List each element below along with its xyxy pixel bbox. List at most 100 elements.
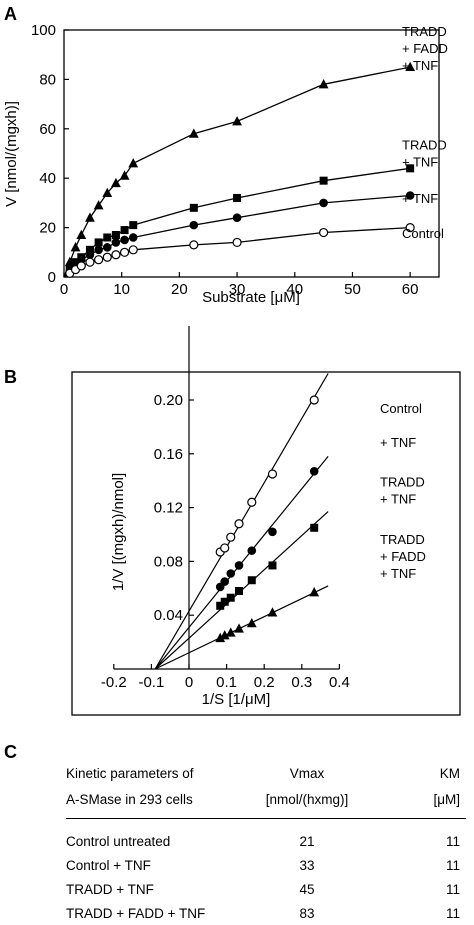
y-tick-label: 20 — [39, 220, 56, 237]
panel-b-letter: B — [4, 367, 17, 387]
data-point — [234, 623, 244, 633]
data-point — [128, 245, 138, 255]
series-label: TRADD — [380, 475, 425, 490]
data-point — [76, 229, 87, 240]
series-label: + TNF — [402, 191, 438, 206]
data-point — [85, 245, 94, 254]
data-point — [216, 601, 225, 610]
data-point — [405, 191, 415, 200]
data-point — [128, 158, 139, 168]
chart-a-ylabel: V [nmol/(mgxh)] — [3, 101, 20, 207]
data-point — [120, 226, 129, 235]
header-col3-line1: KM — [439, 765, 460, 781]
y-tick-label: 0.08 — [154, 553, 183, 570]
data-point — [247, 546, 257, 555]
data-point — [233, 193, 242, 202]
chart-a: 0 10 20 30 40 50 60 0 20 40 60 80 100 TRADD + FADD + T… — [3, 22, 448, 306]
x-tick-label: 0.4 — [329, 674, 350, 691]
series-label: + TNF — [402, 155, 438, 170]
data-point — [226, 532, 236, 542]
series-label: + TNF — [380, 435, 416, 450]
data-point — [232, 237, 242, 248]
row-vmax: 83 — [299, 905, 315, 921]
x-tick-label: 0 — [185, 674, 193, 691]
chart-a-frame — [63, 29, 440, 278]
data-point — [309, 395, 319, 405]
series-label: + TNF — [380, 566, 416, 581]
data-point — [232, 213, 242, 223]
data-point — [103, 233, 112, 242]
x-tick-label: 0.2 — [254, 674, 275, 691]
data-point — [247, 497, 257, 507]
data-point — [94, 245, 103, 255]
header-rule — [66, 812, 466, 819]
data-point — [268, 561, 277, 570]
row-km: 11 — [445, 833, 460, 849]
data-point — [310, 523, 319, 532]
data-point — [226, 593, 235, 602]
y-tick-label: 0.04 — [154, 607, 183, 624]
y-tick-label: 0 — [48, 269, 56, 286]
data-point — [128, 233, 138, 242]
header-col1-line2: A-SMase in 293 cells — [66, 791, 193, 807]
x-tick-label: 40 — [286, 281, 303, 298]
data-point — [318, 79, 329, 89]
x-tick-label: 30 — [229, 281, 246, 298]
series-label: TRADD — [380, 532, 425, 547]
data-point — [70, 242, 81, 252]
data-point — [235, 586, 244, 595]
data-point — [219, 630, 230, 640]
data-point — [232, 116, 242, 126]
data-point — [85, 257, 95, 267]
data-point — [120, 235, 129, 245]
data-point — [188, 128, 199, 138]
data-point — [189, 203, 198, 212]
row-vmax: 33 — [299, 857, 315, 873]
panel-a-letter: A — [4, 4, 17, 24]
x-tick-label: 0.3 — [291, 674, 312, 691]
row-label: Control untreated — [66, 833, 171, 849]
data-point — [94, 238, 103, 247]
y-tick-label: 0.20 — [154, 392, 183, 409]
series-label: + FADD — [402, 41, 448, 56]
data-point — [246, 617, 257, 628]
data-point — [111, 231, 120, 240]
table-row: Control untreated 21 11 — [66, 819, 466, 854]
data-point — [319, 227, 329, 238]
kinetic-parameters-table: Kinetic parameters of Vmax KM A-SMase in… — [66, 760, 466, 925]
y-tick-label: 0.12 — [154, 500, 183, 517]
data-point — [129, 221, 138, 230]
header-col3-line2: [μM] — [433, 791, 460, 807]
chart-b-frame — [71, 371, 461, 716]
chart-b-ylabel: 1/V [(mgxh)/nmol] — [110, 473, 127, 591]
data-point — [309, 587, 320, 597]
row-km: 11 — [445, 857, 460, 873]
data-point — [405, 223, 415, 233]
data-point — [319, 176, 328, 185]
series-label: + FADD — [380, 549, 426, 564]
data-point — [93, 200, 104, 210]
header-col1-line1: Kinetic parameters of — [66, 765, 194, 781]
row-label: TRADD + FADD + TNF — [66, 905, 206, 921]
data-point — [119, 170, 130, 180]
data-point — [405, 61, 416, 72]
panel-c-letter: C — [4, 742, 17, 762]
y-tick-label: 60 — [39, 121, 56, 138]
data-point — [268, 527, 277, 537]
y-tick-label: 80 — [39, 71, 56, 88]
data-point — [309, 466, 319, 476]
data-point — [94, 255, 104, 265]
fit-line — [154, 585, 329, 670]
data-point — [220, 577, 230, 586]
chart-b-xlabel: 1/S [1/μM] — [202, 691, 271, 708]
data-point — [226, 569, 236, 578]
row-km: 11 — [445, 905, 460, 921]
data-point — [111, 177, 121, 188]
data-point — [220, 597, 229, 606]
series-label: + TNF — [402, 58, 438, 73]
chart-a-xlabel: Substrate [μM] — [202, 289, 300, 306]
row-vmax: 21 — [299, 833, 315, 849]
data-point — [189, 240, 199, 250]
data-point — [319, 198, 328, 208]
series-label: Control — [402, 226, 444, 241]
